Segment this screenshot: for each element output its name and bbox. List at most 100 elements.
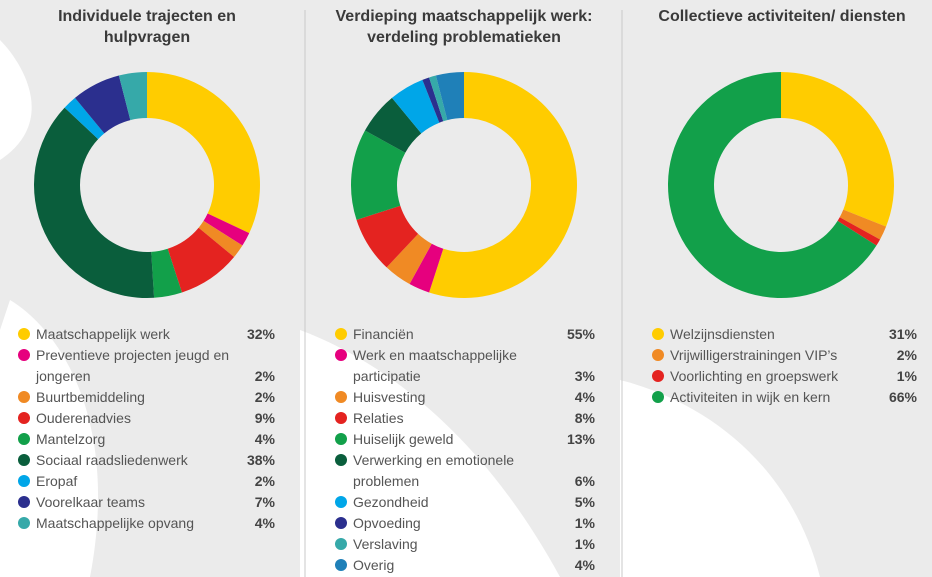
legend-value: 6% bbox=[574, 473, 595, 489]
legend-item: Financiën 55% bbox=[335, 324, 595, 345]
legend-swatch bbox=[652, 328, 664, 340]
legend-swatch bbox=[652, 349, 664, 361]
legend: Welzijnsdiensten 31% Vrijwilligerstraining… bbox=[652, 324, 917, 408]
legend-value: 1% bbox=[574, 515, 595, 531]
legend-swatch bbox=[335, 496, 347, 508]
legend-swatch bbox=[18, 496, 30, 508]
donut-segment bbox=[429, 72, 578, 298]
legend-swatch bbox=[335, 328, 347, 340]
legend-swatch bbox=[18, 475, 30, 487]
legend-item: Sociaal raadsliedenwerk 38% bbox=[18, 450, 275, 471]
chart-title: Individuele trajecten en hulpvragen bbox=[58, 8, 236, 46]
legend-swatch bbox=[18, 517, 30, 529]
legend-item: Ouderenadvies 9% bbox=[18, 408, 275, 429]
donut-segment bbox=[350, 130, 406, 220]
legend-label: Werk en maatschappelijke participatie bbox=[353, 347, 517, 384]
legend-label: Preventieve projecten jeugd en jongeren bbox=[36, 347, 230, 384]
donut-segment bbox=[118, 72, 147, 121]
legend-value: 1% bbox=[574, 536, 595, 552]
legend-swatch bbox=[335, 433, 347, 445]
legend-value: 2% bbox=[254, 389, 275, 405]
legend-label: Activiteiten in wijk en kern bbox=[670, 389, 831, 405]
legend-label: Sociaal raadsliedenwerk bbox=[36, 452, 188, 468]
legend-value: 66% bbox=[888, 389, 917, 405]
legend-value: 2% bbox=[254, 473, 275, 489]
legend-swatch bbox=[18, 454, 30, 466]
legend-label: Vrijwilligerstrainingen VIP’s bbox=[670, 347, 838, 363]
legend-item: Welzijnsdiensten 31% bbox=[652, 324, 917, 345]
legend-item: Overig 4% bbox=[335, 555, 595, 576]
legend-item: Relaties 8% bbox=[335, 408, 595, 429]
legend-value: 1% bbox=[896, 368, 917, 384]
donut-segment bbox=[422, 77, 444, 123]
legend-item: Huiselijk geweld 13% bbox=[335, 429, 595, 450]
legend-label: Maatschappelijk werk bbox=[36, 326, 170, 342]
legend-swatch bbox=[335, 412, 347, 424]
legend-swatch bbox=[335, 349, 347, 361]
legend-swatch bbox=[335, 391, 347, 403]
legend-swatch bbox=[18, 349, 30, 361]
legend-item: Vrijwilligerstrainingen VIP’s 2% bbox=[652, 345, 917, 366]
legend-item: Gezondheid 5% bbox=[335, 492, 595, 513]
legend-value: 3% bbox=[574, 368, 595, 384]
legend-label: Opvoeding bbox=[353, 515, 421, 531]
legend-label: Welzijnsdiensten bbox=[670, 326, 775, 342]
legend-label: Voorlichting en groepswerk bbox=[670, 368, 839, 384]
legend-label: Voorelkaar teams bbox=[36, 494, 145, 510]
legend-label: Maatschappelijke opvang bbox=[36, 515, 194, 531]
legend-value: 2% bbox=[254, 368, 275, 384]
donut-segment bbox=[839, 209, 887, 240]
legend-value: 38% bbox=[246, 452, 275, 468]
legend-label: Relaties bbox=[353, 410, 404, 426]
background-shape bbox=[300, 330, 560, 577]
donut-segment bbox=[167, 227, 235, 293]
legend-label: Mantelzorg bbox=[36, 431, 106, 447]
legend-item: Mantelzorg 4% bbox=[18, 429, 275, 450]
legend-swatch bbox=[335, 454, 347, 466]
donut-segment bbox=[64, 97, 105, 140]
legend: Maatschappelijk werk 32% Preventieve proje… bbox=[18, 324, 275, 534]
legend-swatch bbox=[335, 559, 347, 571]
chart-title: Verdieping maatschappelijk werk: verdeli… bbox=[335, 8, 593, 46]
legend-swatch bbox=[652, 370, 664, 382]
legend-value: 32% bbox=[246, 326, 275, 342]
legend-label: Eropaf bbox=[36, 473, 78, 489]
donut-segment bbox=[667, 72, 877, 298]
legend-item: Eropaf 2% bbox=[18, 471, 275, 492]
legend-swatch bbox=[18, 328, 30, 340]
chart-title: Collectieve activiteiten/ diensten bbox=[658, 8, 906, 25]
legend-value: 5% bbox=[574, 494, 595, 510]
legend-label: Overig bbox=[353, 557, 395, 573]
legend-value: 4% bbox=[574, 389, 595, 405]
donut-segment bbox=[391, 79, 440, 134]
legend-value: 7% bbox=[254, 494, 275, 510]
donut-segment bbox=[198, 220, 243, 258]
donut-segment bbox=[151, 248, 182, 298]
donut-segment bbox=[34, 107, 155, 298]
legend-item: Voorlichting en groepswerk 1% bbox=[652, 366, 917, 387]
donut-segment bbox=[364, 97, 422, 153]
donut-segment bbox=[435, 72, 464, 121]
legend-swatch bbox=[18, 412, 30, 424]
legend-label: Verslaving bbox=[353, 536, 418, 552]
legend-swatch bbox=[18, 391, 30, 403]
donut-segment bbox=[837, 217, 881, 246]
legend-item: Werk en maatschappelijke participatie 3% bbox=[335, 345, 595, 387]
legend-item: Maatschappelijke opvang 4% bbox=[18, 513, 275, 534]
background-shape bbox=[620, 380, 820, 577]
donut-segment bbox=[429, 75, 448, 122]
donut-segment bbox=[409, 243, 444, 293]
legend-item: Activiteiten in wijk en kern 66% bbox=[652, 387, 917, 408]
legend-value: 55% bbox=[566, 326, 595, 342]
legend-value: 9% bbox=[254, 410, 275, 426]
legend-label: Gezondheid bbox=[353, 494, 429, 510]
legend-item: Preventieve projecten jeugd en jongeren 2… bbox=[18, 345, 275, 387]
legend-item: Opvoeding 1% bbox=[335, 513, 595, 534]
legend-item: Verslaving 1% bbox=[335, 534, 595, 555]
legend-value: 31% bbox=[888, 326, 917, 342]
legend-value: 4% bbox=[574, 557, 595, 573]
donut-segment bbox=[356, 205, 419, 268]
legend-value: 8% bbox=[574, 410, 595, 426]
